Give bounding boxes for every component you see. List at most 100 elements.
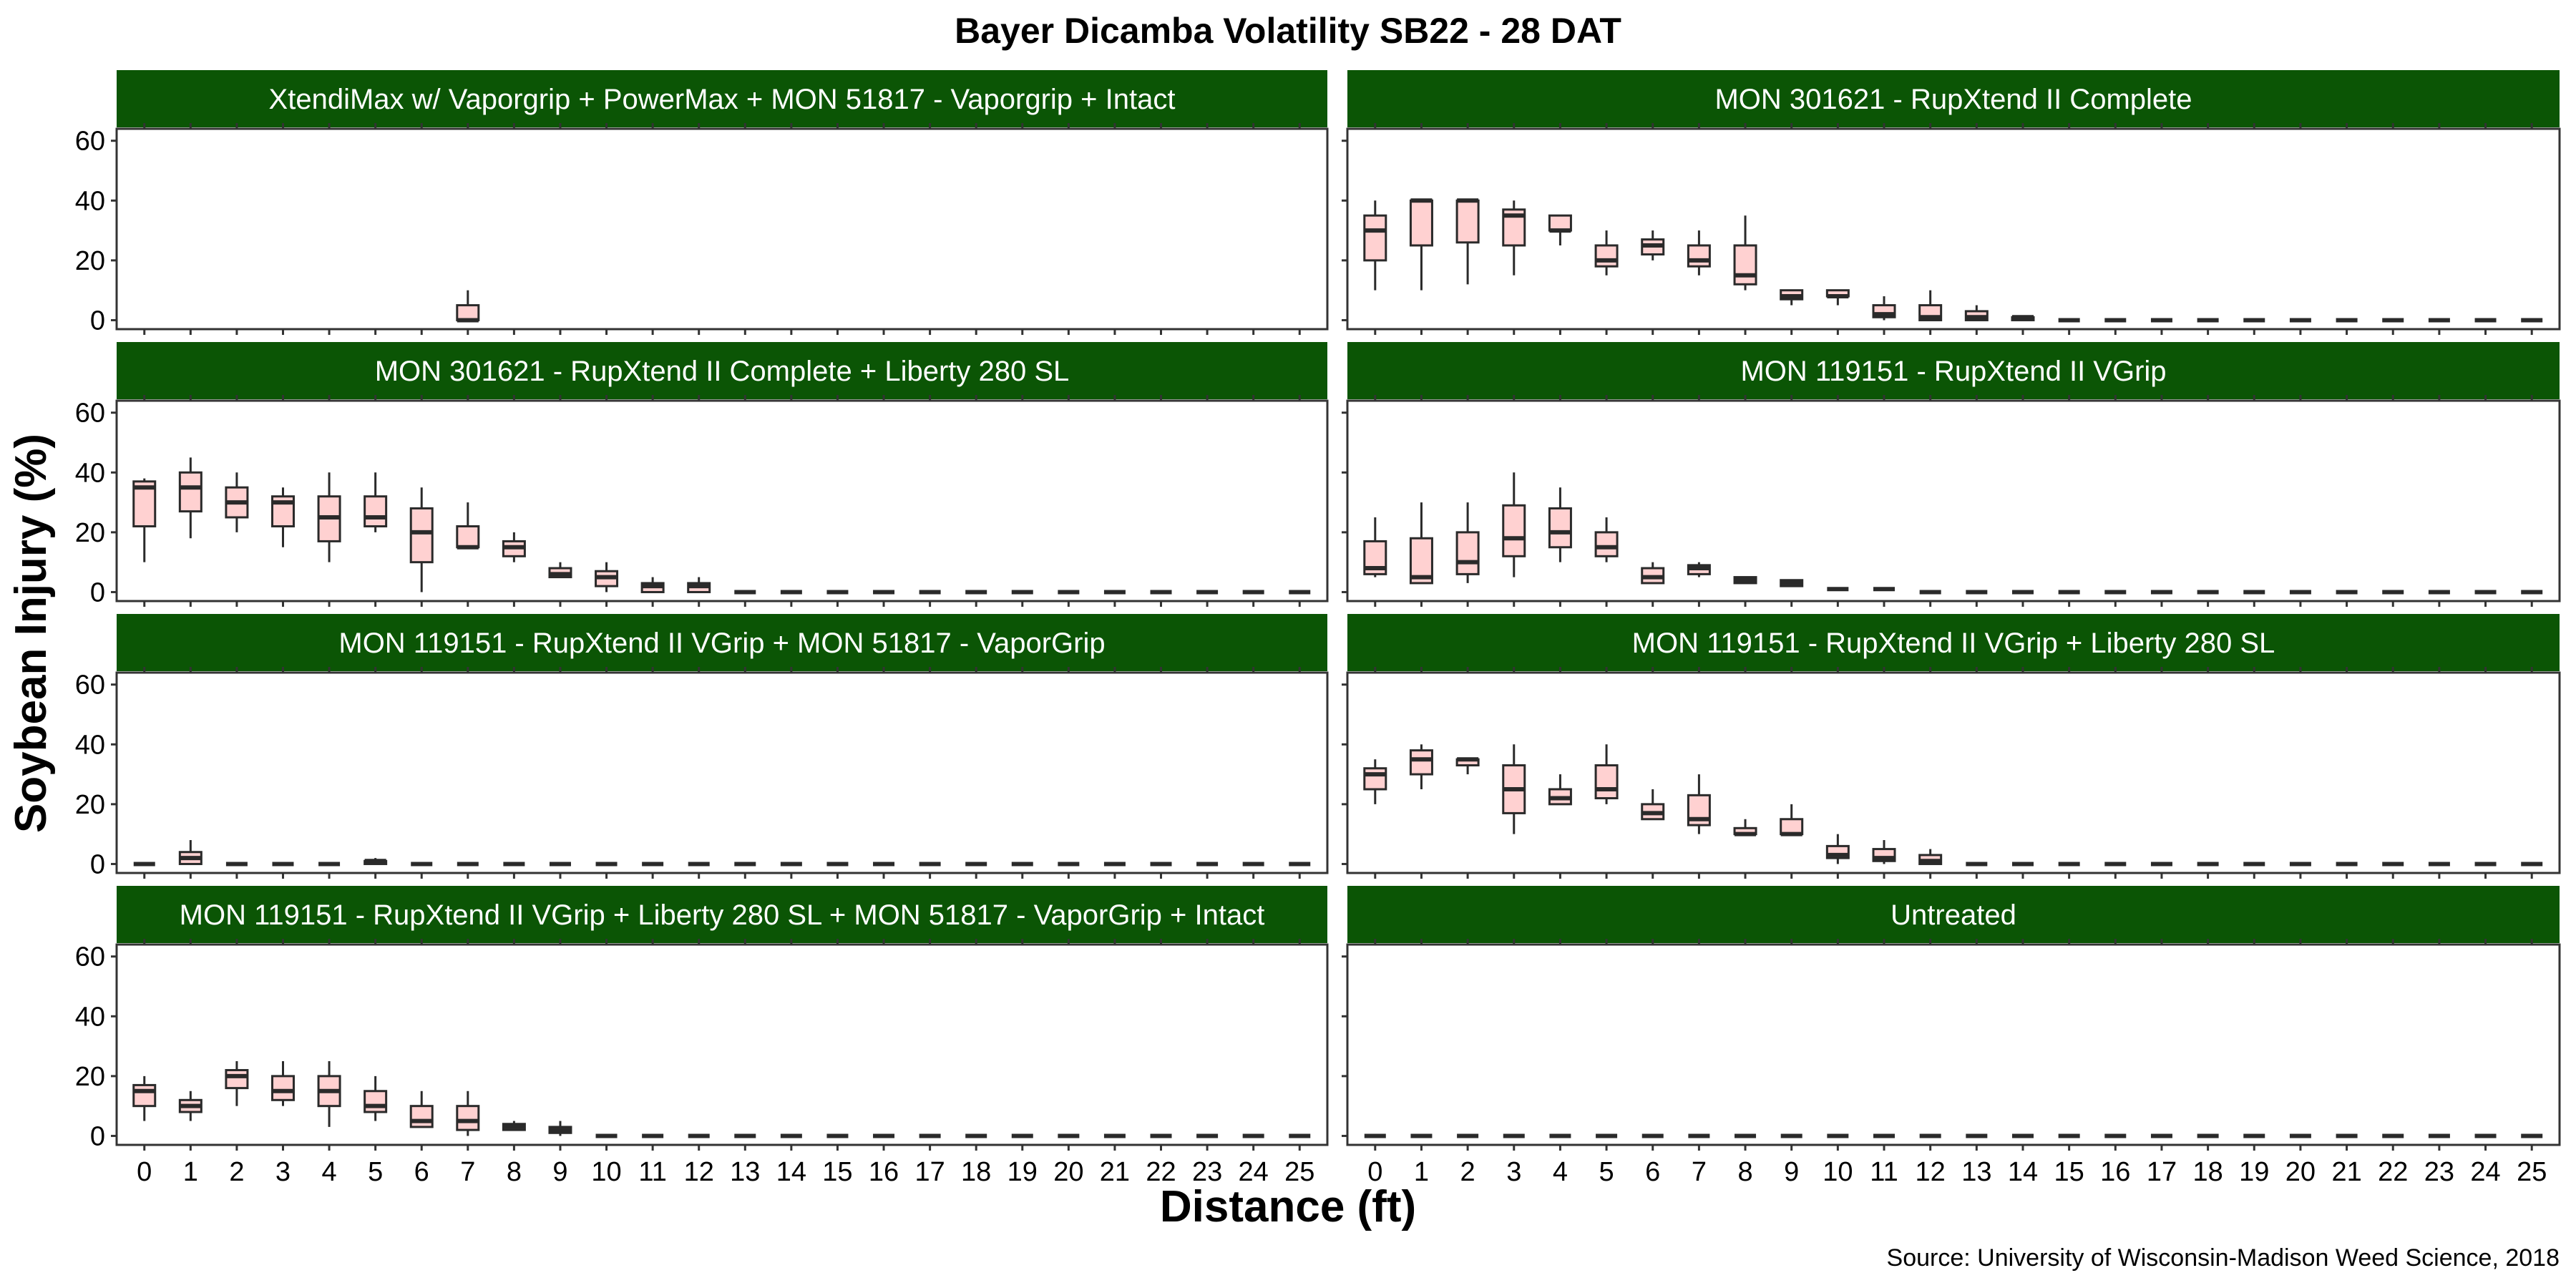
x-tick-label: 9 [1784,1157,1799,1187]
x-tick-label: 2 [1460,1157,1475,1187]
facet-panel: MON 119151 - RupXtend II VGrip [1342,342,2561,607]
box-distance-5 [364,1075,388,1121]
x-tick-label: 8 [507,1157,522,1187]
facet-panel: XtendiMax w/ Vaporgrip + PowerMax + MON … [75,70,1329,336]
box-distance-1 [178,840,203,865]
box-iqr [1363,767,1387,791]
x-tick-label: 3 [275,1157,291,1187]
box-distance-6 [1641,562,1665,585]
box-distance-8 [1733,215,1757,291]
facet-strip [1347,342,2560,399]
x-tick-label: 15 [822,1157,852,1187]
box-distance-13 [1964,305,1989,321]
y-tick-label: 0 [90,577,105,608]
x-tick-label: 1 [1414,1157,1429,1187]
facet-strip-label: MON 301621 - RupXtend II Complete [1714,84,2192,115]
facet-strip [117,342,1327,399]
x-axis-title: Distance (ft) [1160,1182,1416,1231]
x-tick-label: 6 [414,1157,429,1187]
x-tick-label: 14 [776,1157,806,1187]
box-iqr [364,1090,388,1113]
box-distance-9 [1780,579,1804,587]
box-distance-12 [1918,290,1943,321]
panel-border [115,399,1329,602]
facet-panel: MON 119151 - RupXtend II VGrip + Liberty… [75,886,1329,1187]
box-distance-5 [1594,517,1619,562]
box-distance-3 [270,487,295,547]
box-iqr [1594,244,1619,268]
box-distance-4 [1548,487,1572,562]
box-distance-8 [502,532,526,562]
x-tick-label: 4 [1553,1157,1568,1187]
box-distance-7 [1687,562,1711,577]
box-distance-5 [1594,744,1619,804]
box-iqr [1687,244,1711,268]
box-iqr [1780,818,1804,836]
y-tick-label: 40 [75,1002,105,1032]
box-iqr [456,525,480,549]
box-distance-8 [1733,819,1757,836]
box-iqr [1455,531,1480,575]
box-distance-8 [502,1121,526,1131]
y-axis-title: Soybean Injury (%) [6,434,56,833]
x-tick-label: 5 [1599,1157,1614,1187]
box-distance-4 [317,472,341,562]
y-tick-label: 0 [90,849,105,879]
box-iqr [364,495,388,528]
box-iqr [409,1105,434,1128]
box-iqr [270,1075,295,1101]
box-iqr [178,471,203,513]
x-tick-label: 5 [368,1157,383,1187]
box-iqr [1502,504,1526,557]
facet-strip [117,614,1327,671]
facet-strip-label: MON 119151 - RupXtend II VGrip [1740,356,2166,387]
facet-strip [1347,614,2560,671]
box-distance-7 [1687,774,1711,834]
box-distance-11 [1872,296,1896,321]
x-tick-label: 21 [2331,1157,2361,1187]
box-distance-3 [1502,472,1526,577]
x-tick-label: 10 [591,1157,621,1187]
panel-border [115,127,1329,331]
box-distance-11 [640,577,665,593]
x-tick-label: 17 [2147,1157,2177,1187]
x-tick-label: 12 [1916,1157,1946,1187]
box-distance-0 [1363,517,1387,577]
x-tick-label: 20 [1053,1157,1083,1187]
facet-strip-label: XtendiMax w/ Vaporgrip + PowerMax + MON … [269,84,1176,115]
x-tick-label: 24 [1239,1157,1269,1187]
x-tick-label: 11 [638,1157,666,1187]
box-distance-0 [132,478,157,562]
box-distance-2 [1455,198,1480,285]
box-distance-12 [1918,849,1943,865]
y-tick-label: 60 [75,399,105,429]
panel-border [1346,671,2561,874]
box-iqr [1548,214,1572,232]
x-tick-label: 14 [2008,1157,2038,1187]
y-tick-label: 60 [75,670,105,701]
box-distance-5 [1594,230,1619,275]
box-iqr [1594,531,1619,557]
box-iqr [1409,749,1433,776]
x-tick-label: 22 [2378,1157,2408,1187]
facet-strip-label: MON 301621 - RupXtend II Complete + Libe… [375,356,1070,387]
box-iqr [1548,507,1572,549]
box-iqr [225,1069,249,1090]
box-distance-6 [1641,230,1665,260]
panels-layer: XtendiMax w/ Vaporgrip + PowerMax + MON … [75,70,2561,1187]
box-distance-9 [548,562,572,579]
box-iqr [456,304,480,321]
y-tick-label: 20 [75,790,105,820]
box-iqr [132,1083,157,1108]
box-distance-0 [1363,759,1387,804]
y-tick-label: 20 [75,1062,105,1092]
x-tick-label: 3 [1506,1157,1521,1187]
x-tick-label: 2 [229,1157,244,1187]
box-distance-0 [132,1075,157,1121]
chart-title: Bayer Dicamba Volatility SB22 - 28 DAT [955,11,1621,51]
source-caption: Source: University of Wisconsin-Madison … [1887,1244,2560,1272]
facet-panel: MON 301621 - RupXtend II Complete [1342,70,2561,335]
box-distance-14 [2011,315,2035,321]
